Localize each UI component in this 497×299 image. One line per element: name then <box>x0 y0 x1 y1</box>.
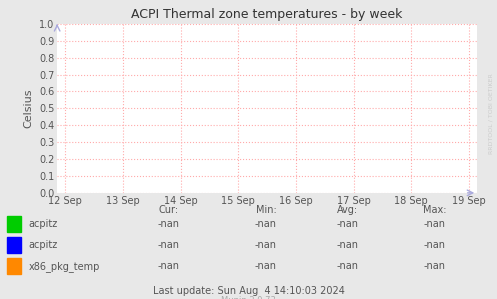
Title: ACPI Thermal zone temperatures - by week: ACPI Thermal zone temperatures - by week <box>131 8 403 21</box>
Text: -nan: -nan <box>424 240 446 250</box>
Text: Last update: Sun Aug  4 14:10:03 2024: Last update: Sun Aug 4 14:10:03 2024 <box>153 286 344 296</box>
Text: Avg:: Avg: <box>337 205 358 215</box>
Text: -nan: -nan <box>255 261 277 271</box>
Y-axis label: Celsius: Celsius <box>23 89 33 128</box>
Text: -nan: -nan <box>158 219 180 229</box>
Text: x86_pkg_temp: x86_pkg_temp <box>29 261 100 271</box>
Text: -nan: -nan <box>424 261 446 271</box>
Text: -nan: -nan <box>337 219 359 229</box>
Text: -nan: -nan <box>255 240 277 250</box>
Text: -nan: -nan <box>337 240 359 250</box>
Text: -nan: -nan <box>424 219 446 229</box>
Text: acpitz: acpitz <box>29 219 58 229</box>
Text: -nan: -nan <box>337 261 359 271</box>
Text: acpitz: acpitz <box>29 240 58 250</box>
Text: Max:: Max: <box>423 205 447 215</box>
Text: -nan: -nan <box>158 261 180 271</box>
Text: -nan: -nan <box>255 219 277 229</box>
Text: Cur:: Cur: <box>159 205 179 215</box>
Text: -nan: -nan <box>158 240 180 250</box>
Text: Min:: Min: <box>255 205 276 215</box>
Text: Munin 2.0.73: Munin 2.0.73 <box>221 296 276 299</box>
Text: RRDTOOL / TOBI OETIKER: RRDTOOL / TOBI OETIKER <box>489 73 494 154</box>
